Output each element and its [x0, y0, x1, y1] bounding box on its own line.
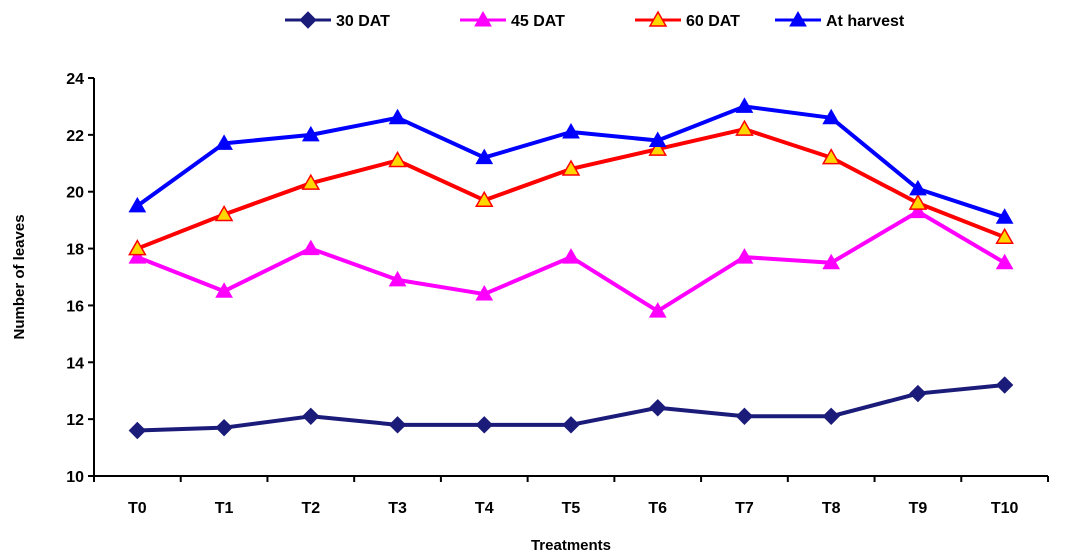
x-tick-label: T7	[735, 500, 754, 517]
data-point	[128, 248, 147, 264]
y-tick-label: 16	[66, 298, 84, 315]
data-point	[909, 179, 927, 196]
data-point	[908, 193, 928, 210]
data-point	[995, 208, 1014, 224]
legend-label: At harvest	[826, 13, 905, 30]
x-tick-label: T1	[215, 500, 234, 517]
data-point	[649, 399, 667, 417]
data-point	[215, 418, 233, 437]
series-line	[136, 127, 1006, 251]
x-tick-label: T8	[822, 500, 841, 517]
x-tick-label: T5	[562, 500, 581, 517]
y-tick-label: 14	[66, 355, 84, 372]
data-point	[475, 416, 493, 434]
data-point	[735, 97, 754, 113]
legend-entry: 60 DAT	[635, 10, 740, 30]
data-point	[562, 123, 580, 139]
x-tick-label: T4	[475, 500, 494, 517]
data-point	[995, 227, 1014, 244]
series-60-dat	[128, 119, 1014, 256]
data-point	[562, 416, 580, 434]
y-tick-label: 12	[66, 412, 84, 429]
data-point	[735, 119, 754, 136]
series-45-dat	[128, 202, 1014, 318]
data-point	[215, 282, 233, 298]
legend-label: 60 DAT	[686, 13, 740, 30]
y-tick-label: 10	[66, 469, 84, 486]
data-point	[388, 150, 407, 168]
legend-entry: At harvest	[775, 10, 905, 30]
x-tick-label: T3	[388, 500, 407, 517]
series-30-dat	[128, 376, 1014, 440]
data-point	[475, 285, 494, 301]
legend-entry: 30 DAT	[285, 11, 390, 30]
data-point	[301, 125, 320, 142]
y-tick-label: 18	[66, 242, 84, 259]
data-point	[648, 131, 667, 148]
y-tick-label: 22	[66, 128, 84, 145]
data-point	[302, 407, 320, 426]
data-point	[301, 239, 320, 256]
legend: 30 DAT 45 DAT 60 DAT At harvest	[285, 10, 905, 30]
data-point	[995, 253, 1014, 270]
legend-swatch-marker	[474, 10, 492, 27]
data-point	[822, 108, 841, 125]
legend-swatch-marker	[648, 10, 668, 27]
data-point	[995, 376, 1014, 394]
data-point	[822, 407, 840, 426]
x-tick-label: T2	[301, 500, 320, 517]
x-axis-title: Treatments	[531, 537, 611, 553]
data-point	[735, 407, 754, 426]
data-point	[215, 134, 233, 150]
data-point	[822, 253, 841, 270]
legend-entry: 45 DAT	[460, 10, 565, 30]
legend-swatch-marker	[299, 11, 317, 29]
x-tick-label: T0	[128, 500, 147, 517]
legend-label: 45 DAT	[511, 13, 565, 30]
data-point	[909, 202, 927, 219]
data-point	[909, 384, 927, 403]
legend-label: 30 DAT	[336, 13, 390, 30]
data-point	[388, 416, 407, 434]
data-point	[214, 204, 234, 222]
data-point	[388, 108, 407, 125]
data-point	[475, 148, 494, 165]
data-point	[562, 248, 580, 264]
legend-swatch-marker	[789, 10, 807, 27]
data-point	[561, 159, 581, 176]
y-ticks: 10 12 14 16 18 20 22 24	[66, 71, 94, 486]
x-tick-label: T9	[909, 500, 928, 517]
series-layer	[128, 97, 1014, 440]
data-point	[301, 173, 321, 190]
y-axis-title: Number of leaves	[11, 214, 28, 339]
data-point	[821, 148, 841, 165]
axes	[93, 78, 1048, 477]
data-point	[648, 139, 668, 156]
data-point	[128, 196, 147, 213]
series-at-harvest	[128, 97, 1014, 224]
x-tick-label: T6	[648, 500, 667, 517]
x-tick-label: T10	[991, 500, 1019, 517]
data-point	[388, 270, 407, 287]
x-ticks: T0 T1 T2 T3 T4 T5 T6 T7 T8 T9 T10	[93, 476, 1049, 517]
data-point	[128, 421, 147, 440]
data-point	[128, 239, 147, 256]
data-point	[735, 248, 754, 264]
data-point	[474, 190, 494, 207]
data-point	[648, 302, 667, 318]
y-tick-label: 24	[66, 71, 84, 88]
y-tick-label: 20	[66, 185, 84, 202]
